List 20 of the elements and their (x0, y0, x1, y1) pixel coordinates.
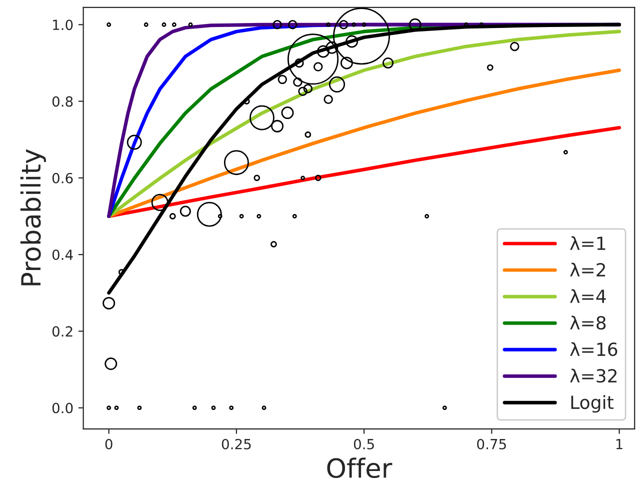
y-tick-label: 0.0 (52, 402, 73, 414)
x-tick-label: 0 (105, 438, 112, 450)
y-tick-label: 0.8 (52, 96, 73, 107)
x-tick-label: 0.5 (354, 438, 374, 450)
x-tick-label: 0.25 (222, 438, 251, 450)
legend-label: λ=32 (570, 368, 617, 383)
y-tick-label: 0.4 (52, 250, 73, 260)
y-axis-title: Probability (20, 149, 46, 286)
x-tick-label: 0.75 (477, 438, 506, 450)
x-axis-title: Offer (327, 458, 392, 478)
legend-label: λ=4 (570, 289, 606, 303)
legend-label: λ=16 (570, 342, 618, 356)
legend-label: λ=8 (570, 316, 606, 330)
y-tick-label: 0.2 (52, 326, 72, 337)
y-tick-label: 1.0 (53, 20, 73, 30)
legend-label: λ=1 (570, 236, 606, 250)
y-tick-label: 0.6 (52, 172, 73, 184)
legend-label: Logit (571, 395, 614, 413)
x-tick-label: 1 (616, 439, 622, 450)
legend-label: λ=2 (570, 262, 606, 276)
